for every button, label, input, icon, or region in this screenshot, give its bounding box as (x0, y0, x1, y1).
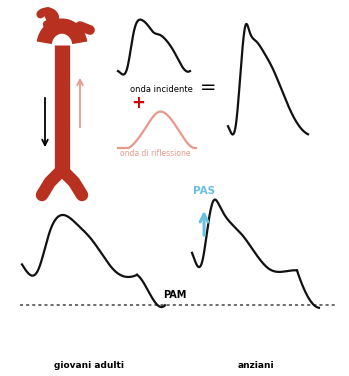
Text: onda incidente: onda incidente (130, 85, 193, 94)
Text: anziani: anziani (237, 361, 274, 370)
Text: +: + (131, 94, 145, 112)
Text: onda di riflessione: onda di riflessione (120, 149, 191, 158)
Text: giovani adulti: giovani adulti (53, 361, 124, 370)
Text: PAM: PAM (163, 290, 187, 300)
Text: PAS: PAS (193, 186, 215, 196)
Text: =: = (200, 79, 216, 97)
